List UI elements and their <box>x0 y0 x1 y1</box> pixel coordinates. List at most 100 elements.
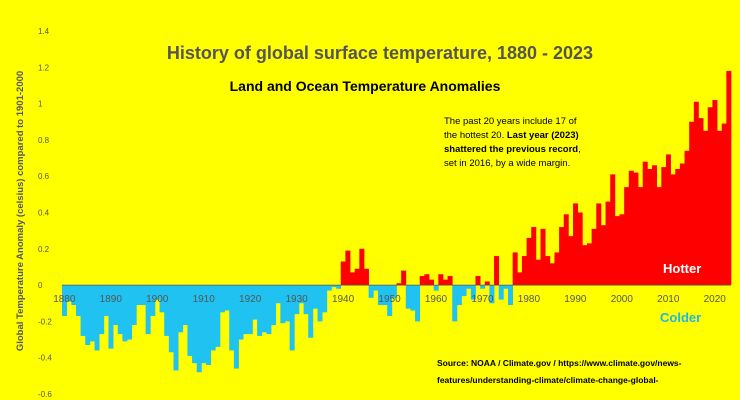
bar-1897 <box>140 285 146 306</box>
bar-1981 <box>531 227 537 286</box>
bar-2019 <box>707 107 713 286</box>
bar-1881 <box>66 285 72 302</box>
bar-2014 <box>684 150 690 286</box>
bar-1961 <box>438 274 444 286</box>
bar-2010 <box>665 154 671 286</box>
bar-1926 <box>275 285 281 304</box>
bar-1983 <box>540 228 546 286</box>
bar-1972 <box>489 285 495 304</box>
y-tick-label: 0.8 <box>38 136 50 145</box>
bar-1912 <box>210 285 216 351</box>
x-tick-label: 1910 <box>193 294 216 305</box>
bar-1907 <box>187 285 193 356</box>
bar-1905 <box>178 285 184 333</box>
bar-1929 <box>289 285 295 351</box>
bar-1901 <box>159 285 165 313</box>
y-tick-label: -0.4 <box>38 354 52 363</box>
bar-1904 <box>173 285 179 371</box>
bar-1944 <box>359 248 365 286</box>
bar-1882 <box>71 285 77 306</box>
bar-1939 <box>336 285 342 289</box>
bar-1909 <box>196 285 202 373</box>
y-tick-label: 1.4 <box>38 27 50 36</box>
annotation-line-3-normal: , <box>578 144 581 155</box>
bar-1959 <box>429 279 435 286</box>
x-tick-label: 2000 <box>611 294 634 305</box>
bar-1931 <box>298 285 304 304</box>
bar-1988 <box>563 214 569 286</box>
bar-1943 <box>354 268 360 286</box>
y-tick-label: 0.4 <box>38 209 50 218</box>
bar-1884 <box>80 285 86 336</box>
bar-1960 <box>433 285 439 291</box>
annotation-line-2: the hottest 20. Last year (2023) <box>444 130 579 141</box>
bar-1949 <box>382 285 388 306</box>
x-tick-label: 1950 <box>378 294 401 305</box>
bar-1958 <box>424 274 430 286</box>
bar-1941 <box>345 250 351 286</box>
bar-1918 <box>238 285 244 340</box>
bar-1957 <box>419 276 425 286</box>
y-tick-labels: 1.4 1.2 1 0.8 0.6 0.4 0.2 0 -0.2 -0.4 -0.6 <box>38 27 52 399</box>
bar-1996 <box>600 225 606 286</box>
bar-1980 <box>526 237 532 286</box>
bar-1903 <box>168 285 174 353</box>
bar-1899 <box>150 285 156 316</box>
bar-1928 <box>285 285 290 322</box>
bar-1937 <box>326 285 332 291</box>
bar-1990 <box>573 203 579 286</box>
y-tick-label: 0.6 <box>38 172 50 181</box>
bar-1919 <box>243 285 249 335</box>
bar-1945 <box>363 268 369 286</box>
bar-2009 <box>661 167 667 286</box>
bar-1977 <box>512 252 518 286</box>
x-tick-labels: 1880 1890 1900 1910 1920 1930 1940 1950 1960 1970… <box>53 294 726 305</box>
bar-1900 <box>154 285 160 300</box>
chart-title: History of global surface temperature, 1… <box>167 43 593 63</box>
x-tick-label: 1970 <box>471 294 494 305</box>
bar-1910 <box>201 285 207 364</box>
x-tick-label: 1940 <box>332 294 355 305</box>
y-tick-label: 1 <box>38 100 43 109</box>
bar-1893 <box>122 285 128 342</box>
x-tick-label: 1960 <box>425 294 448 305</box>
bar-2021 <box>717 130 723 286</box>
annotation-line-4: set in 2016, by a wide margin. <box>444 158 570 169</box>
bar-1890 <box>108 285 114 349</box>
x-tick-label: 1890 <box>100 294 123 305</box>
bar-1986 <box>554 252 560 286</box>
bar-1942 <box>350 272 356 286</box>
bar-1896 <box>136 285 142 306</box>
bar-2012 <box>675 168 681 286</box>
bar-1966 <box>461 285 467 296</box>
bar-1906 <box>182 285 188 326</box>
bar-1987 <box>559 227 565 286</box>
bar-1971 <box>484 281 490 286</box>
bar-1995 <box>596 203 602 286</box>
bar-2001 <box>624 187 630 286</box>
bar-1964 <box>452 285 458 322</box>
bar-1965 <box>456 285 462 306</box>
annotation-line-1: The past 20 years include 17 of <box>444 116 577 127</box>
bar-1892 <box>117 285 123 335</box>
bar-2016 <box>693 101 699 286</box>
bar-2004 <box>638 187 644 286</box>
bar-1940 <box>340 261 346 286</box>
bar-1894 <box>127 285 133 340</box>
bar-1982 <box>535 259 541 286</box>
bar-1984 <box>545 256 551 286</box>
hotter-label: Hotter <box>663 261 701 276</box>
x-tick-label: 1930 <box>285 294 308 305</box>
y-tick-label: 0.2 <box>38 245 50 254</box>
bar-1991 <box>577 212 583 286</box>
annotation-line-3-bold: shattered the previous record <box>444 144 578 155</box>
bar-1886 <box>89 285 95 342</box>
bar-1976 <box>508 285 513 306</box>
bar-1921 <box>252 285 258 320</box>
bar-2006 <box>647 168 653 286</box>
bar-1954 <box>405 285 411 309</box>
bar-1888 <box>99 285 105 335</box>
bar-1889 <box>103 285 109 316</box>
bar-1923 <box>261 285 267 333</box>
bar-1908 <box>192 285 198 364</box>
